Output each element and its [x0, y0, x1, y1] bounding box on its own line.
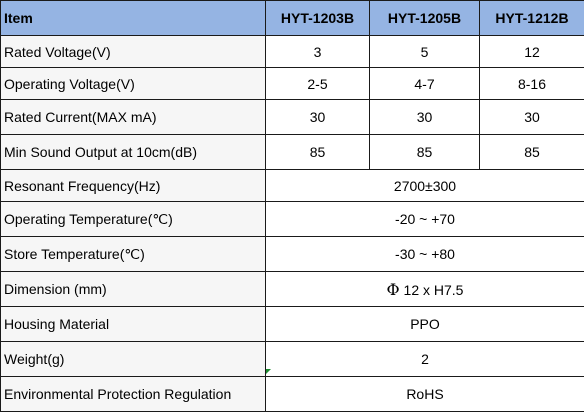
header-model-1: HYT-1203B [266, 1, 370, 36]
row-label: Rated Voltage(V) [1, 36, 266, 68]
header-model-2: HYT-1205B [370, 1, 480, 36]
row-value: 30 [480, 100, 584, 135]
row-value: RoHS [266, 377, 584, 412]
dimension-value: 12 x H7.5 [404, 282, 464, 298]
row-value: -30 ~ +80 [266, 237, 584, 272]
row-value: 8-16 [480, 68, 584, 100]
row-label: Housing Material [1, 307, 266, 342]
table-row: Rated Current(MAX mA) 30 30 30 [1, 100, 584, 135]
row-value: -20 ~ +70 [266, 202, 584, 237]
row-label: Weight(g) [1, 342, 266, 377]
row-label: Min Sound Output at 10cm(dB) [1, 135, 266, 170]
row-value: 30 [370, 100, 480, 135]
table-row: Operating Temperature(℃) -20 ~ +70 [1, 202, 584, 237]
row-value: 30 [266, 100, 370, 135]
row-value: 85 [266, 135, 370, 170]
table-row: Min Sound Output at 10cm(dB) 85 85 85 [1, 135, 584, 170]
row-label: Dimension (mm) [1, 272, 266, 307]
row-value: 5 [370, 36, 480, 68]
table-row: Environmental Protection Regulation RoHS [1, 377, 584, 412]
row-label: Environmental Protection Regulation [1, 377, 266, 412]
row-value: PPO [266, 307, 584, 342]
row-value: Φ 12 x H7.5 [266, 272, 584, 307]
table-row: Dimension (mm) Φ 12 x H7.5 [1, 272, 584, 307]
row-label: Resonant Frequency(Hz) [1, 170, 266, 202]
row-value: 85 [480, 135, 584, 170]
row-value: 3 [266, 36, 370, 68]
table-row: Rated Voltage(V) 3 5 12 [1, 36, 584, 68]
phi-symbol: Φ [387, 280, 400, 299]
table-row: Store Temperature(℃) -30 ~ +80 [1, 237, 584, 272]
row-value: 12 [480, 36, 584, 68]
row-label: Operating Temperature(℃) [1, 202, 266, 237]
row-value: 4-7 [370, 68, 480, 100]
row-value: 2 [266, 342, 584, 377]
header-item: Item [1, 1, 266, 36]
row-label: Operating Voltage(V) [1, 68, 266, 100]
table-row: Weight(g) 2 [1, 342, 584, 377]
header-row: Item HYT-1203B HYT-1205B HYT-1212B [1, 1, 584, 36]
table-row: Operating Voltage(V) 2-5 4-7 8-16 [1, 68, 584, 100]
row-value: 2700±300 [266, 170, 584, 202]
table-row: Resonant Frequency(Hz) 2700±300 [1, 170, 584, 202]
table-row: Housing Material PPO [1, 307, 584, 342]
row-value: 2-5 [266, 68, 370, 100]
row-label: Store Temperature(℃) [1, 237, 266, 272]
row-label: Rated Current(MAX mA) [1, 100, 266, 135]
cell-corner-marker [266, 369, 271, 374]
header-model-3: HYT-1212B [480, 1, 584, 36]
row-value: 85 [370, 135, 480, 170]
